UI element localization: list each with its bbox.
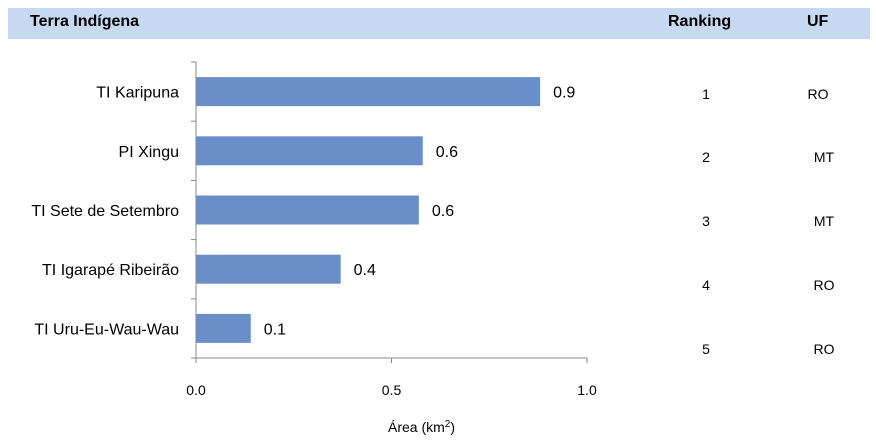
ranking-value: 2 — [702, 149, 710, 165]
ranking-value: 1 — [702, 86, 710, 102]
header-ranking: Ranking — [668, 13, 732, 30]
bar — [196, 254, 341, 284]
category-label: TI Uru-Eu-Wau-Wau — [34, 321, 179, 338]
header-terra-indigena: Terra Indígena — [30, 13, 140, 30]
uf-value: MT — [813, 213, 835, 229]
x-axis-title: Área (km2) — [388, 419, 455, 435]
uf-value: RO — [807, 86, 829, 102]
uf-value: RO — [813, 277, 835, 293]
bar-value-label: 0.9 — [553, 85, 575, 102]
x-tick-label: 0.5 — [382, 382, 402, 398]
ranking-value: 4 — [702, 277, 710, 293]
bar — [196, 77, 541, 107]
uf-value: RO — [813, 341, 835, 357]
category-label: TI Sete de Setembro — [31, 203, 179, 220]
bar-value-label: 0.4 — [354, 262, 376, 279]
bar — [196, 195, 419, 225]
category-label: TI Igarapé Ribeirão — [42, 262, 179, 279]
x-tick-label: 1.0 — [577, 382, 597, 398]
bar-value-label: 0.1 — [264, 321, 286, 338]
header-bar — [8, 8, 870, 39]
bar-value-label: 0.6 — [432, 203, 454, 220]
header-uf: UF — [807, 13, 829, 30]
category-label: TI Karipuna — [96, 85, 179, 102]
uf-value: MT — [813, 149, 835, 165]
bar — [196, 313, 251, 343]
ranking-value: 5 — [702, 341, 710, 357]
bar — [196, 136, 423, 166]
ranking-value: 3 — [702, 213, 710, 229]
x-tick-label: 0.0 — [186, 382, 206, 398]
category-label: PI Xingu — [119, 144, 179, 161]
bar-value-label: 0.6 — [436, 144, 458, 161]
